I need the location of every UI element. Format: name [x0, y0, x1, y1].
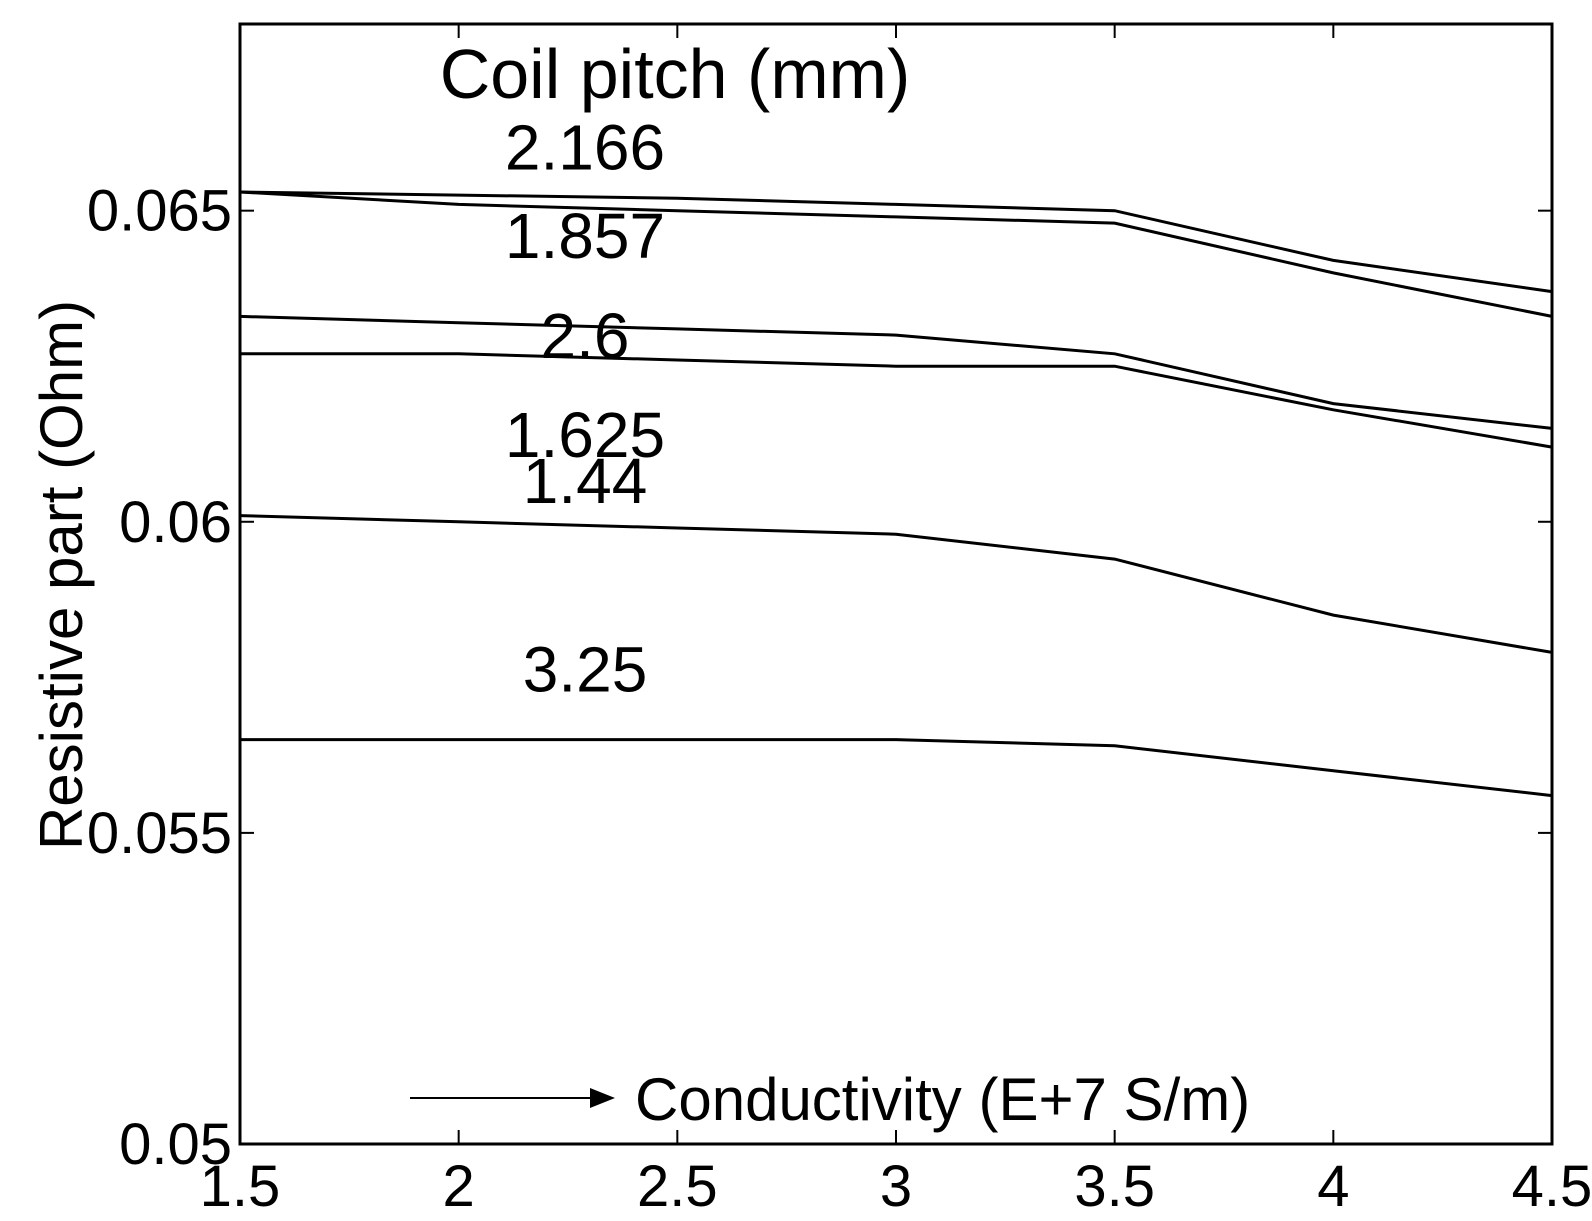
- x-axis-ticks: 1.5 2 2.5 3 3.5 4 4.5: [200, 24, 1592, 1219]
- series-line-2_166: [239, 190, 1553, 294]
- x-axis-label: Conductivity (E+7 S/m): [635, 1066, 1250, 1133]
- y-tick-label: 0.055: [87, 801, 232, 866]
- plot-area-border: [238, 22, 1554, 1146]
- x-tick-label: 2: [443, 1154, 475, 1219]
- series-label: 2.6: [541, 300, 630, 372]
- y-tick-label: 0.065: [87, 179, 232, 244]
- series-label: 1.44: [523, 445, 648, 517]
- x-tick-label: 1.5: [200, 1154, 281, 1219]
- x-tick-label: 2.5: [637, 1154, 718, 1219]
- series-line-3_25: [240, 738, 1553, 798]
- x-tick-label: 4: [1317, 1154, 1349, 1219]
- series-label: 1.625: [505, 399, 665, 471]
- series-line-1_857: [239, 190, 1553, 318]
- y-tick-label: 0.06: [119, 490, 232, 555]
- y-axis-label: Resistive part (Ohm): [28, 300, 95, 850]
- series-line-1_44: [239, 514, 1553, 654]
- series-line-2_6: [239, 314, 1553, 430]
- x-tick-label: 3: [880, 1154, 912, 1219]
- chart-title: Coil pitch (mm): [440, 35, 911, 113]
- x-axis-label-group: Conductivity (E+7 S/m): [410, 1066, 1250, 1133]
- y-tick-label: 0.05: [119, 1112, 232, 1177]
- plot-frame: [238, 22, 1554, 1146]
- x-tick-label: 3.5: [1074, 1154, 1155, 1219]
- series-line-1_625: [240, 352, 1553, 449]
- series-label: 1.857: [505, 200, 665, 272]
- series-lines: [239, 190, 1553, 798]
- series-label: 3.25: [523, 634, 648, 706]
- x-tick-label: 4.5: [1512, 1154, 1592, 1219]
- arrow-right-icon: [590, 1088, 615, 1108]
- y-axis-ticks: 0.05 0.055 0.06 0.065: [87, 179, 1552, 1177]
- series-label: 2.166: [505, 111, 665, 183]
